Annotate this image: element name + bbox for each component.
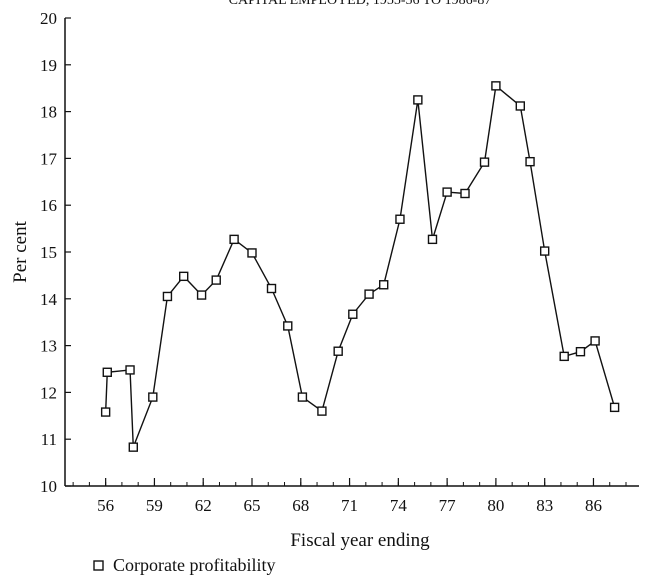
x-tick-label: 56 <box>97 496 114 515</box>
x-tick-label: 71 <box>341 496 358 515</box>
x-tick-label: 74 <box>390 496 408 515</box>
x-tick-label: 83 <box>536 496 553 515</box>
data-point <box>266 283 277 294</box>
y-tick-label: 16 <box>40 196 57 215</box>
data-point <box>196 290 207 300</box>
data-point <box>575 346 586 357</box>
data-point <box>162 291 173 302</box>
data-point <box>348 309 358 319</box>
data-point <box>491 81 501 91</box>
data-point <box>211 275 221 285</box>
data-point <box>333 346 343 356</box>
data-point <box>460 188 470 199</box>
data-point <box>364 289 374 299</box>
data-point <box>297 392 308 402</box>
x-tick-label: 59 <box>146 496 163 515</box>
data-point <box>128 442 138 452</box>
x-tick-label: 80 <box>487 496 504 515</box>
chart-title: CAPITAL EMPLOYED, 1955-56 TO 1986-87 <box>229 0 492 8</box>
y-tick-label: 13 <box>40 337 57 356</box>
x-tick-label: 65 <box>243 496 260 515</box>
y-tick-label: 20 <box>40 9 57 28</box>
data-point <box>317 406 327 416</box>
data-point <box>479 157 490 167</box>
data-point <box>590 336 600 346</box>
data-point <box>283 321 293 331</box>
data-line <box>104 84 616 448</box>
data-point <box>515 101 525 111</box>
legend-marker <box>93 560 104 571</box>
y-tick-label: 14 <box>40 290 58 309</box>
legend-label: Corporate profitability <box>113 555 275 575</box>
data-point <box>148 392 158 402</box>
x-tick-label: 77 <box>439 496 457 515</box>
data-point <box>427 234 438 245</box>
data-point <box>442 187 452 197</box>
y-tick-label: 12 <box>40 383 57 402</box>
data-point <box>559 351 569 362</box>
y-tick-label: 15 <box>40 243 57 262</box>
data-point <box>609 402 620 413</box>
x-tick-label: 68 <box>292 496 309 515</box>
data-point <box>179 271 189 282</box>
data-point <box>379 280 389 290</box>
data-point <box>229 234 239 245</box>
data-point <box>125 365 135 375</box>
data-point <box>395 214 405 224</box>
y-tick-label: 19 <box>40 56 57 75</box>
y-tick-label: 11 <box>41 430 57 449</box>
y-tick-label: 10 <box>40 477 57 496</box>
x-tick-label: 86 <box>585 496 602 515</box>
y-tick-label: 18 <box>40 103 57 122</box>
x-axis-label: Fiscal year ending <box>290 530 430 551</box>
data-point <box>539 246 550 256</box>
data-point <box>247 248 257 258</box>
data-point <box>102 367 112 377</box>
data-point <box>100 407 111 417</box>
data-point <box>525 156 535 167</box>
y-tick-label: 17 <box>40 149 58 168</box>
y-axis-label: Per cent <box>10 220 31 282</box>
data-point <box>413 95 423 105</box>
x-tick-label: 62 <box>195 496 212 515</box>
